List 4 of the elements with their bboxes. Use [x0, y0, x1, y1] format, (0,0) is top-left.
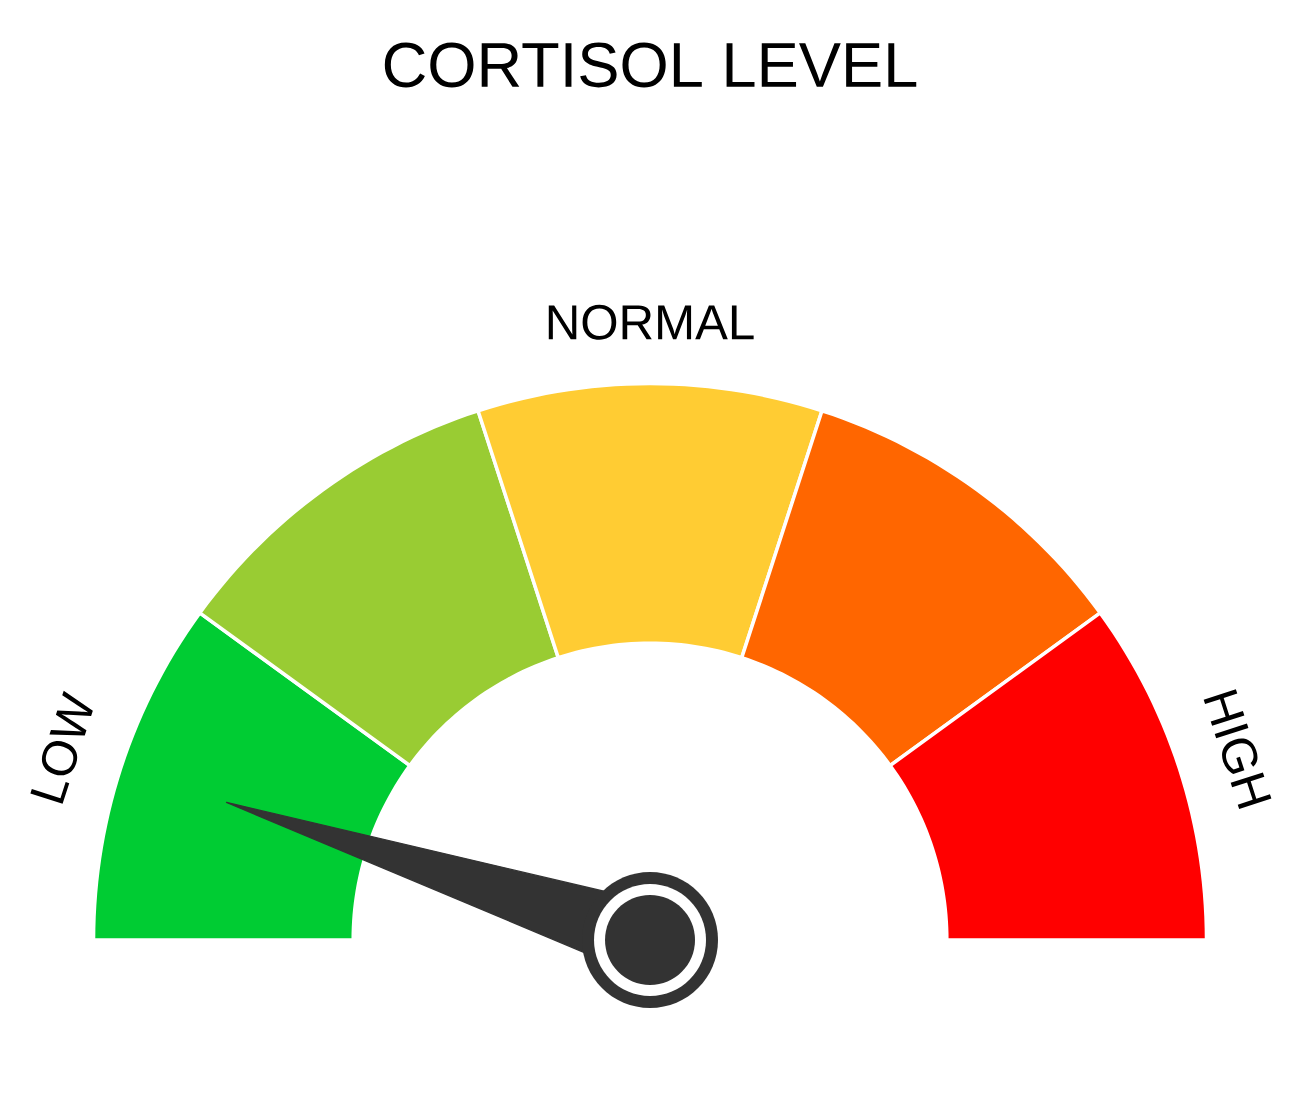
slice-label: NORMAL	[548, 304, 754, 340]
slice-label: HIGH	[1203, 689, 1272, 810]
slice-label: LOW	[30, 690, 93, 804]
chart-title: CORTISOL LEVEL	[384, 42, 917, 88]
